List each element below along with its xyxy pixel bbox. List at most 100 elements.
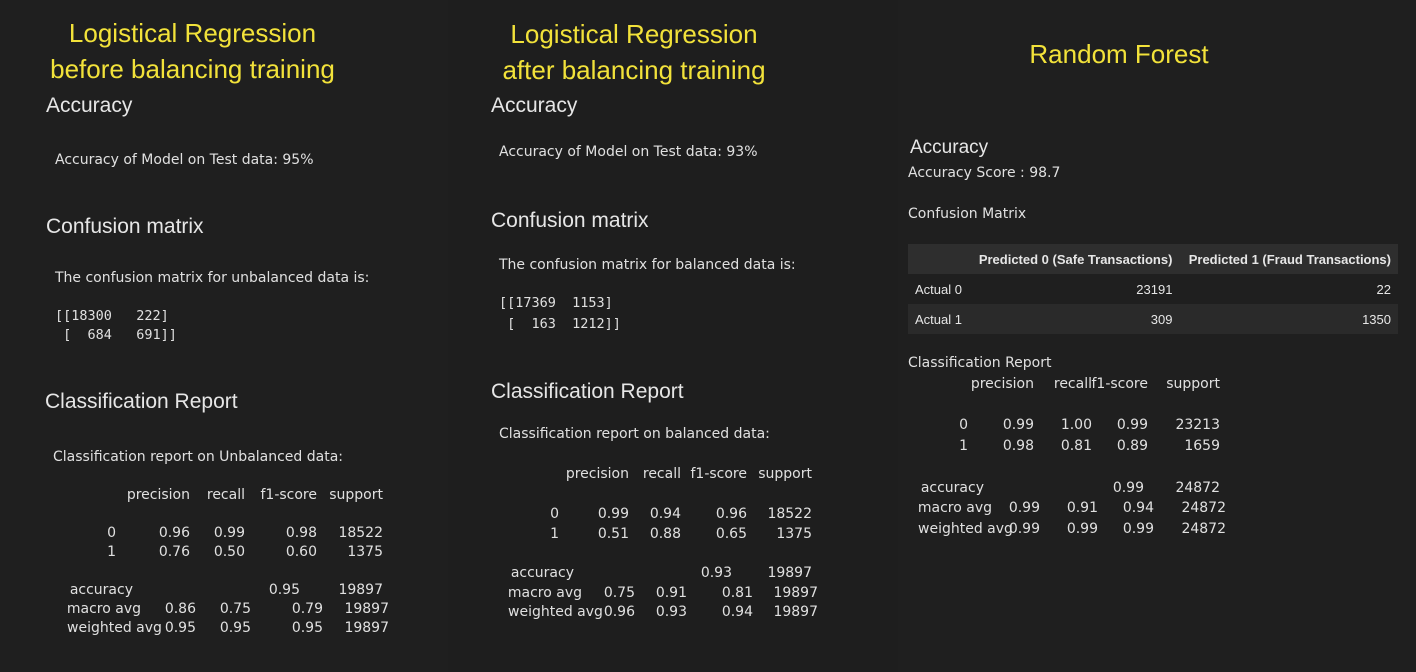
panel-lr-balanced: Logistical Regression after balancing tr…	[448, 0, 898, 672]
confusion-matrix-line2: [ 684 691]]	[55, 327, 177, 343]
report-row-label: 1	[959, 438, 968, 454]
report-cell: 0.99	[1112, 480, 1144, 496]
report-cell: 0.95	[164, 620, 196, 636]
report-row-label: 0	[550, 506, 559, 522]
confusion-matrix-line1: [[18300 222]	[55, 308, 169, 324]
confusion-matrix-heading: Confusion matrix	[46, 215, 204, 238]
accuracy-heading: Accuracy	[491, 94, 578, 117]
report-cell: 1.00	[1060, 417, 1092, 433]
report-cell: 1375	[347, 544, 383, 560]
report-column-header: recall	[1053, 376, 1092, 392]
accuracy-text: Accuracy Score : 98.7	[908, 165, 1061, 181]
report-cell: 0.65	[715, 526, 747, 542]
report-cell: 19897	[338, 582, 383, 598]
confusion-matrix-heading: Confusion Matrix	[908, 206, 1027, 222]
report-row-label: macro avg	[507, 585, 582, 601]
panel-random-forest: Random Forest Accuracy Accuracy Score : …	[898, 0, 1416, 672]
report-row-label: 0	[107, 525, 116, 541]
report-column-header: recall	[206, 487, 245, 503]
report-cell: 0.96	[603, 604, 635, 620]
report-cell: 0.91	[655, 585, 687, 601]
table-header-row: Predicted 0 (Safe Transactions) Predicte…	[908, 244, 1398, 274]
report-cell: 24872	[1181, 500, 1226, 516]
report-row-label: accuracy	[920, 480, 984, 496]
classification-report-heading: Classification Report	[908, 355, 1052, 371]
table-corner-cell	[908, 244, 970, 274]
table-cell: 309	[969, 304, 1180, 334]
table-cell: 23191	[969, 274, 1180, 304]
confusion-matrix-heading: Confusion matrix	[491, 209, 649, 232]
column-header-predicted-1: Predicted 1 (Fraud Transactions)	[1179, 244, 1398, 274]
report-column-header: support	[1166, 376, 1220, 392]
report-cell: 0.91	[1066, 500, 1098, 516]
accuracy-heading: Accuracy	[910, 137, 989, 158]
panel-lr-unbalanced: Logistical Regression before balancing t…	[0, 0, 448, 672]
report-cell: 0.81	[1060, 438, 1092, 454]
report-cell: 0.99	[1116, 417, 1148, 433]
table-row: Actual 0 23191 22	[908, 274, 1398, 304]
report-cell: 19897	[773, 585, 818, 601]
report-cell: 1659	[1184, 438, 1220, 454]
report-cell: 0.95	[291, 620, 323, 636]
report-row-label: 0	[959, 417, 968, 433]
report-cell: 0.88	[649, 526, 681, 542]
report-row-label: 1	[550, 526, 559, 542]
report-cell: 19897	[773, 604, 818, 620]
report-cell: 0.98	[1002, 438, 1034, 454]
report-cell: 0.95	[219, 620, 251, 636]
report-cell: 0.99	[1002, 417, 1034, 433]
classification-report-heading: Classification Report	[45, 390, 238, 413]
report-cell: 0.99	[1122, 521, 1154, 537]
panel-title-line1: Logistical Regression	[510, 19, 758, 49]
table-row: Actual 1 309 1350	[908, 304, 1398, 334]
panel-title-line2: after balancing training	[502, 55, 766, 85]
report-column-header: f1-score	[690, 466, 747, 482]
report-column-header: recall	[642, 466, 681, 482]
report-cell: 19897	[344, 620, 389, 636]
report-cell: 0.99	[1066, 521, 1098, 537]
report-column-header: precision	[970, 376, 1034, 392]
report-cell: 0.94	[721, 604, 753, 620]
table-cell: 1350	[1179, 304, 1398, 334]
report-row-label: macro avg	[917, 500, 992, 516]
confusion-matrix-line1: [[17369 1153]	[499, 295, 613, 311]
report-cell: 0.94	[1122, 500, 1154, 516]
report-cell: 19897	[767, 565, 812, 581]
classification-report-text: Classification report on Unbalanced data…	[53, 449, 344, 465]
report-cell: 0.76	[158, 544, 190, 560]
report-cell: 0.75	[603, 585, 635, 601]
report-column-header: precision	[565, 466, 629, 482]
report-cell: 0.95	[268, 582, 300, 598]
report-column-header: f1-score	[260, 487, 317, 503]
report-column-header: support	[329, 487, 383, 503]
report-cell: 1375	[776, 526, 812, 542]
confusion-matrix-table: Predicted 0 (Safe Transactions) Predicte…	[908, 244, 1398, 334]
report-cell: 0.96	[715, 506, 747, 522]
report-cell: 19897	[344, 601, 389, 617]
report-cell: 0.99	[1008, 521, 1040, 537]
column-header-predicted-0: Predicted 0 (Safe Transactions)	[969, 244, 1180, 274]
report-row-label: weighted avg	[508, 604, 603, 620]
panel-title: Random Forest	[1029, 39, 1209, 69]
report-column-header: f1-score	[1091, 376, 1148, 392]
panel-title-line2: before balancing training	[50, 54, 335, 84]
report-cell: 24872	[1175, 480, 1220, 496]
report-cell: 0.50	[213, 544, 245, 560]
report-row-label: macro avg	[66, 601, 141, 617]
confusion-matrix-line2: [ 163 1212]]	[499, 316, 621, 332]
report-cell: 0.99	[213, 525, 245, 541]
report-cell: 18522	[338, 525, 383, 541]
report-row-label: weighted avg	[67, 620, 162, 636]
report-cell: 0.98	[285, 525, 317, 541]
report-cell: 0.93	[700, 565, 732, 581]
row-label: Actual 1	[908, 304, 970, 334]
report-cell: 0.96	[158, 525, 190, 541]
panel-title-line1: Logistical Regression	[68, 18, 317, 48]
accuracy-text: Accuracy of Model on Test data: 93%	[499, 144, 758, 160]
report-row-label: weighted avg	[918, 521, 1013, 537]
report-cell: 0.99	[597, 506, 629, 522]
report-cell: 23213	[1175, 417, 1220, 433]
confusion-matrix-text: The confusion matrix for unbalanced data…	[55, 270, 370, 286]
accuracy-text: Accuracy of Model on Test data: 95%	[55, 152, 314, 168]
report-cell: 0.86	[164, 601, 196, 617]
